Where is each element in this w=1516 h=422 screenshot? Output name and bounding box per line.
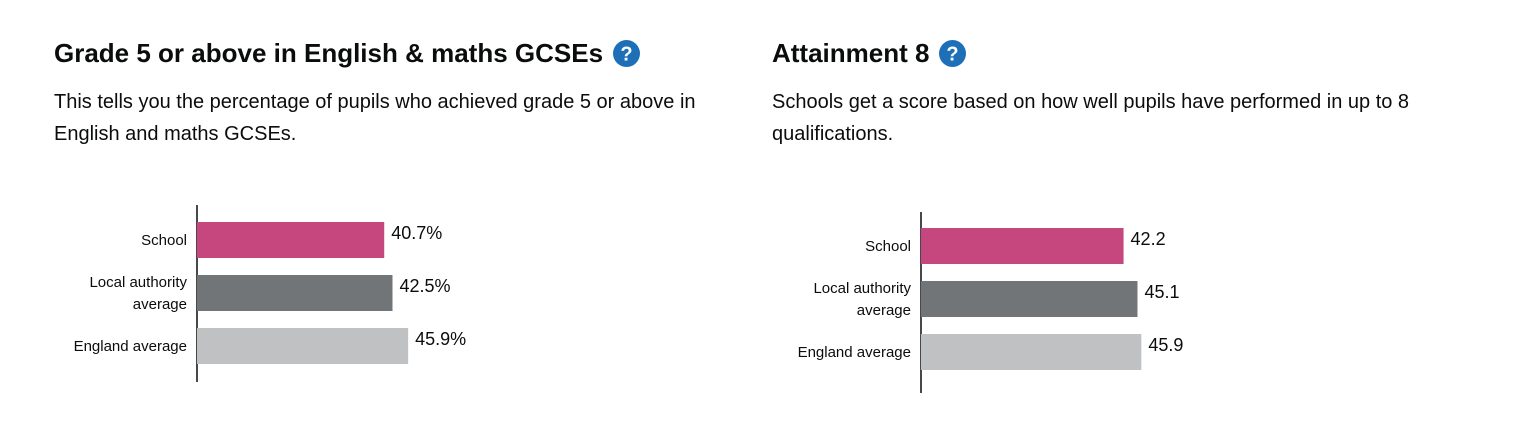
question-mark-icon[interactable]: ?: [613, 39, 641, 67]
attainment8-bar-chart: 42.2 School 45.1 Local authority average 45.9…: [798, 212, 1183, 393]
category-label-1-line-1: average: [857, 302, 911, 319]
bar-0: [197, 222, 385, 258]
svg-text:?: ?: [620, 43, 632, 65]
attainment8-panel: Attainment 8 ? Schools get a score based…: [772, 0, 1502, 393]
grade5-chart-container: 40.7% School 42.5% Local authority average 45…: [54, 205, 734, 390]
grade5-heading: Grade 5 or above in English & maths GCSE…: [54, 36, 734, 70]
value-label-0: 42.2: [1131, 229, 1166, 249]
value-label-1: 45.1: [1144, 282, 1179, 302]
value-label-1: 42.5%: [400, 276, 451, 296]
category-label-2: England average: [74, 338, 187, 355]
attainment8-description: Schools get a score based on how well pu…: [772, 91, 1410, 145]
grade5-title: Grade 5 or above in English & maths GCSE…: [54, 38, 604, 68]
value-label-2: 45.9: [1148, 335, 1183, 355]
bar-2: [197, 328, 409, 364]
category-label-2: England average: [798, 344, 911, 361]
value-label-2: 45.9%: [415, 329, 466, 349]
value-label-0: 40.7%: [391, 223, 442, 243]
category-label-0: School: [141, 232, 187, 249]
question-mark-icon[interactable]: ?: [939, 39, 967, 67]
attainment8-chart-container: 42.2 School 45.1 Local authority average 45.9…: [772, 212, 1472, 402]
attainment8-title: Attainment 8: [772, 38, 930, 68]
bar-1: [921, 281, 1138, 317]
bar-2: [921, 334, 1142, 370]
category-label-1-line-0: Local authority: [813, 280, 911, 297]
bar-1: [197, 275, 393, 311]
category-label-0: School: [865, 238, 911, 255]
grade5-bar-chart: 40.7% School 42.5% Local authority average 45…: [74, 205, 466, 382]
attainment8-heading: Attainment 8 ?: [772, 36, 1502, 70]
grade5-description: This tells you the percentage of pupils …: [54, 91, 696, 145]
bar-0: [921, 228, 1124, 264]
svg-text:?: ?: [947, 43, 959, 65]
grade5-panel: Grade 5 or above in English & maths GCSE…: [54, 0, 734, 382]
category-label-1-line-1: average: [133, 296, 187, 313]
category-label-1-line-0: Local authority: [89, 274, 187, 291]
